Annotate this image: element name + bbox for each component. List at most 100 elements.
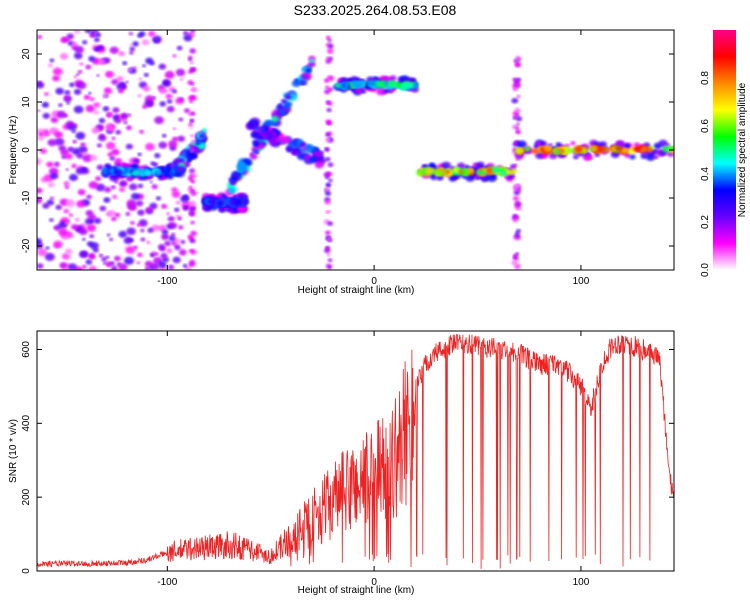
spectrogram-x-tick-label: 100 [573, 276, 590, 287]
low-band-blob [145, 170, 153, 176]
zero-band-blob [615, 146, 622, 151]
diffuse-scatter-blob [137, 209, 145, 216]
vertical-stripe-b-blob [189, 30, 196, 33]
lower-cluster-blob [232, 194, 237, 199]
vertical-stripe-b-blob [191, 112, 196, 115]
zero-band-blob [568, 148, 575, 153]
mid-band-blob [435, 170, 444, 177]
diffuse-scatter-blob [148, 30, 156, 37]
vertical-stripe-c-blob [512, 116, 518, 120]
diffuse-scatter-blob [171, 191, 181, 198]
diffuse-scatter-blob [144, 266, 151, 270]
diffuse-scatter-blob [63, 37, 71, 43]
diffuse-scatter-blob [111, 79, 119, 85]
rising-streak-blob [271, 115, 279, 122]
diffuse-scatter-blob [109, 46, 119, 54]
lower-cluster-blob [230, 200, 237, 205]
lower-cluster-blob [237, 194, 245, 200]
diffuse-scatter-blob [68, 213, 73, 217]
diffuse-scatter-blob [178, 249, 187, 256]
rising-streak-blob [283, 104, 290, 109]
diffuse-scatter-blob [101, 256, 107, 262]
low-band-blob [131, 170, 140, 177]
lower-cluster-blob [236, 205, 246, 213]
diffuse-scatter-blob [111, 136, 116, 140]
vertical-stripe-a-blob [325, 85, 330, 89]
colorbar-ticks: 0.0 0.2 0.4 0.6 0.8 [700, 71, 711, 277]
diffuse-scatter-blob [64, 221, 68, 225]
vertical-stripe-a-blob [325, 132, 331, 137]
rising-streak-blob [309, 58, 315, 63]
diffuse-scatter-blob [180, 77, 184, 81]
upper-band-blob [361, 89, 367, 94]
diffuse-scatter-blob [75, 131, 86, 140]
diffuse-scatter-blob [61, 253, 71, 260]
snr-y-tick-label: 200 [21, 488, 32, 505]
diffuse-scatter-blob [122, 61, 128, 66]
ramp-low-blob [199, 133, 206, 139]
diffuse-scatter-blob [49, 58, 55, 63]
diffuse-scatter-blob [92, 247, 99, 253]
upper-band-blob [367, 80, 376, 87]
vertical-stripe-a-blob [325, 191, 331, 196]
mid-band-blob [492, 166, 501, 174]
snr-y-tick-label: 400 [21, 415, 32, 432]
diffuse-scatter-blob [125, 246, 136, 254]
diffuse-scatter-blob [64, 185, 70, 189]
mid-band-blob [416, 169, 425, 177]
rising-streak-blob [249, 152, 255, 157]
diffuse-scatter-blob [73, 52, 83, 60]
zero-band-blob [611, 147, 617, 152]
diffuse-scatter-blob [128, 183, 138, 191]
vertical-stripe-c-blob [516, 95, 521, 98]
vertical-stripe-b-blob [189, 125, 193, 129]
diffuse-scatter-blob [65, 153, 73, 160]
diffuse-scatter-blob [69, 82, 75, 88]
snr-x-tick-label: 100 [573, 577, 590, 588]
zero-band-blob [653, 154, 659, 160]
diffuse-scatter-blob [128, 32, 133, 36]
diffuse-scatter-blob [129, 51, 134, 55]
diffuse-scatter-blob [63, 181, 70, 186]
diffuse-scatter-blob [89, 154, 98, 161]
diffuse-scatter-blob [158, 261, 167, 268]
rising-streak-blob [228, 187, 236, 194]
vertical-stripe-c-blob [515, 116, 523, 122]
lower-cluster-blob [234, 199, 242, 206]
diffuse-scatter-blob [98, 58, 106, 65]
diffuse-scatter-blob [58, 103, 63, 107]
diffuse-scatter-blob [149, 262, 160, 270]
vertical-stripe-b-blob [189, 100, 194, 104]
lower-cluster-blob [221, 194, 228, 200]
vertical-stripe-b-blob [190, 134, 194, 138]
spectrogram-x-ticks: -100 0 100 [157, 30, 590, 287]
spectrogram-y-ticks: -20 -10 0 10 20 [21, 48, 674, 253]
diffuse-scatter-blob [37, 263, 44, 269]
diffuse-scatter-blob [53, 161, 60, 167]
diffuse-scatter-blob [132, 158, 140, 164]
diffuse-scatter-blob [116, 76, 124, 82]
diffuse-scatter-blob [53, 240, 63, 248]
diffuse-scatter-blob [106, 124, 116, 132]
diffuse-scatter-blob [166, 212, 170, 216]
ramp-low-blob [194, 140, 201, 146]
vertical-stripe-a-blob [324, 187, 330, 192]
diffuse-scatter-blob [95, 176, 102, 182]
diffuse-scatter-blob [118, 51, 125, 57]
diffuse-scatter-blob [82, 265, 87, 269]
falling-streak-blob [314, 160, 324, 169]
diffuse-scatter-blob [129, 238, 134, 242]
diffuse-scatter-blob [158, 141, 168, 149]
diffuse-scatter-blob [169, 222, 174, 226]
diffuse-scatter-blob [93, 109, 99, 115]
diffuse-scatter-blob [185, 32, 189, 35]
diffuse-scatter-blob [37, 157, 42, 166]
upper-band-blob [389, 75, 397, 82]
zero-band-blob [585, 154, 593, 161]
diffuse-scatter-blob [79, 62, 84, 66]
vertical-stripe-b-blob [191, 34, 195, 37]
snr-panel: -100 0 100 0 200 400 600 Height of straight l… [8, 330, 675, 596]
vertical-stripe-c-blob [515, 126, 520, 130]
diffuse-scatter-blob [146, 241, 151, 244]
vertical-stripe-b-blob [187, 95, 194, 101]
